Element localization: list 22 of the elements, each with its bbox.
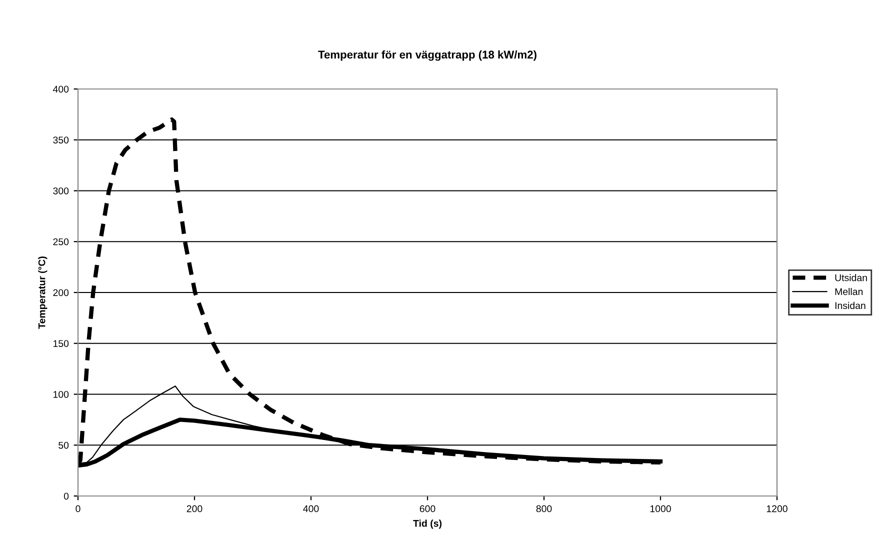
legend-label: Utsidan	[835, 274, 867, 282]
y-tick-label: 150	[53, 340, 69, 347]
legend-label: Insidan	[835, 302, 866, 310]
x-tick-label: 0	[76, 505, 80, 512]
y-tick-label: 0	[64, 492, 69, 500]
legend-label: Mellan	[835, 288, 863, 296]
x-tick-label: 1000	[650, 505, 671, 512]
y-tick-label: 100	[53, 390, 69, 398]
x-tick-label: 200	[186, 505, 202, 512]
chart-title: Temperatur för en väggatrapp (18 kW/m2)	[318, 50, 536, 61]
y-tick-label: 200	[53, 289, 69, 296]
y-tick-label: 50	[58, 442, 69, 449]
x-axis-title: Tid (s)	[413, 520, 442, 529]
x-tick-label: 400	[303, 505, 319, 512]
y-axis-title: Temperatur (°C)	[38, 256, 48, 329]
x-tick-label: 800	[536, 505, 552, 512]
y-tick-label: 350	[53, 136, 69, 144]
y-tick-label: 400	[52, 86, 69, 93]
y-tick-label: 250	[53, 238, 69, 246]
x-tick-label: 1200	[766, 505, 788, 512]
x-tick-label: 600	[420, 505, 436, 512]
y-tick-label: 300	[53, 187, 69, 194]
